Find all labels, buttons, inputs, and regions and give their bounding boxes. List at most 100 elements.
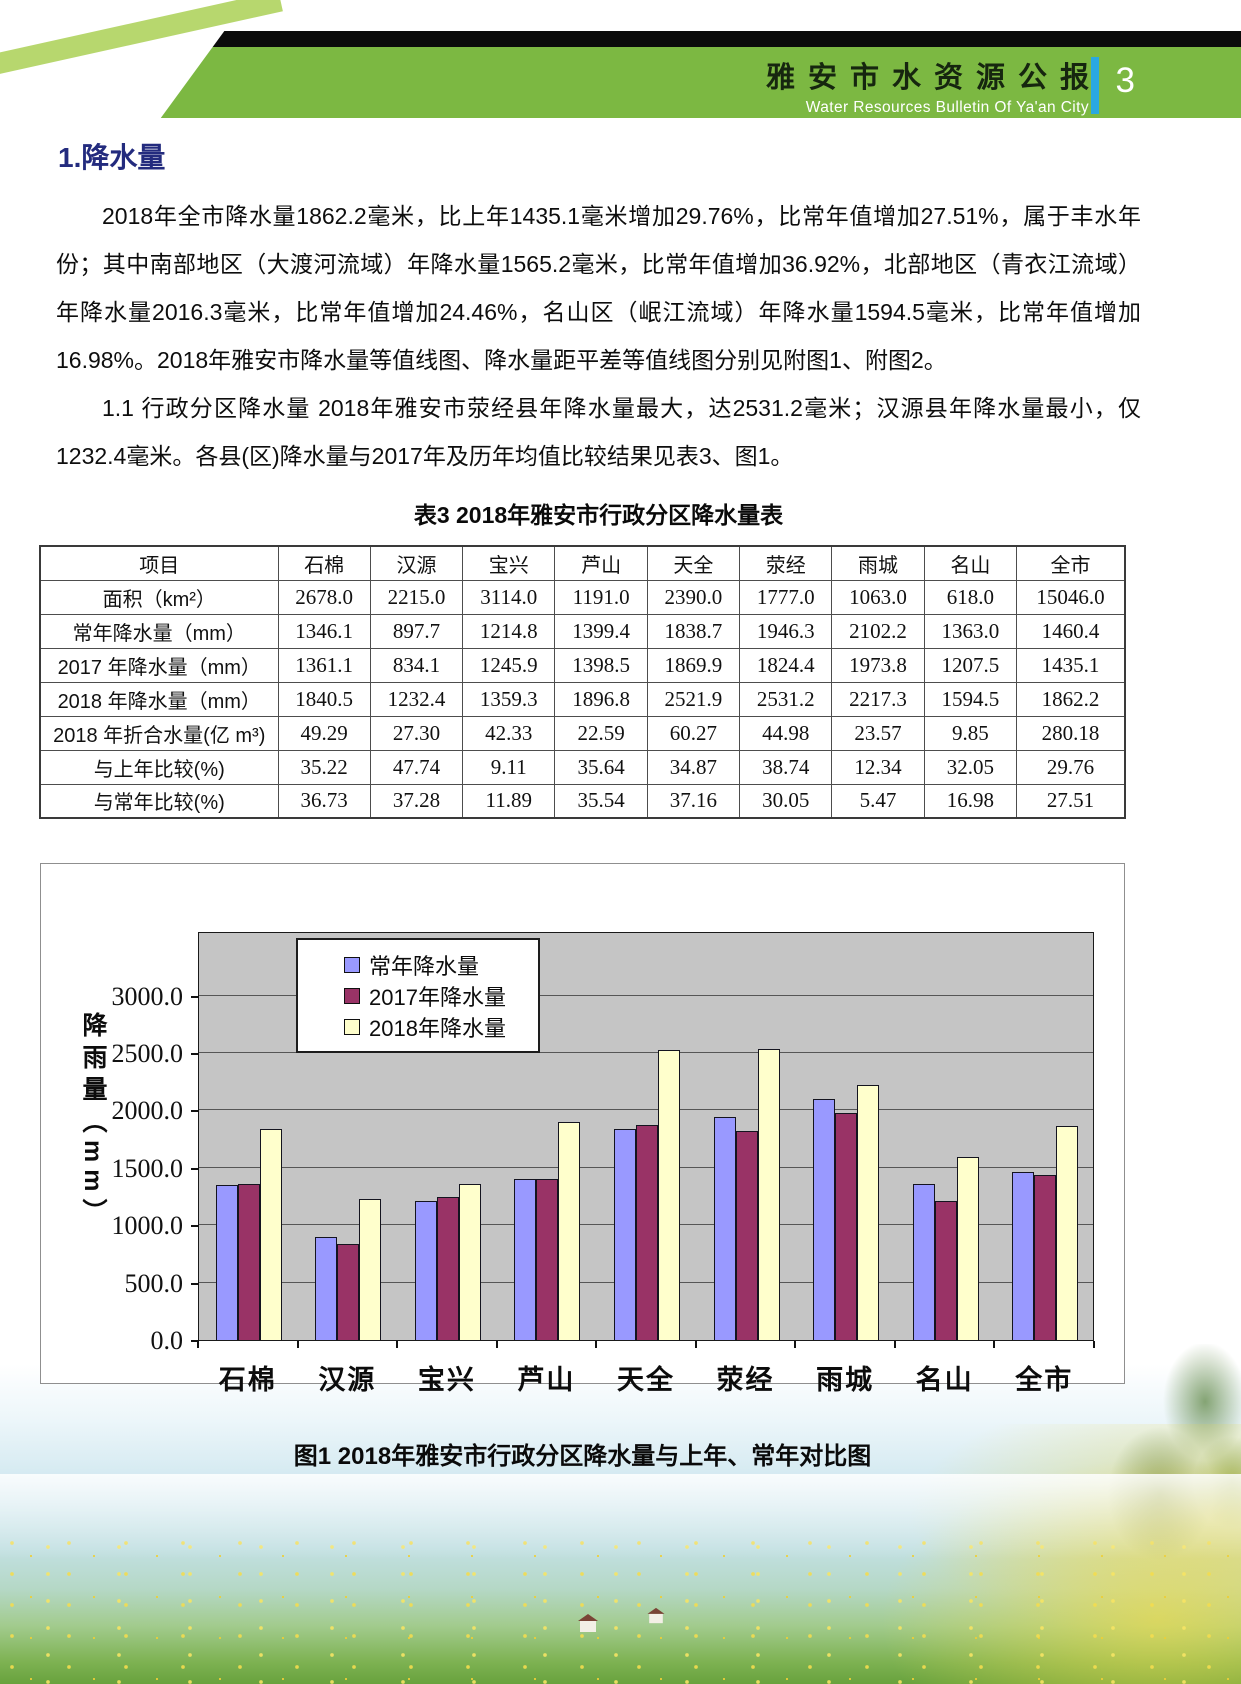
table-column-header: 名山 [923, 545, 1018, 581]
table-cell: 60.27 [646, 715, 741, 751]
farm-house [647, 1607, 665, 1624]
fog-band [0, 1474, 1241, 1559]
figure-caption: 图1 2018年雅安市行政分区降水量与上年、常年对比图 [293, 1443, 872, 1470]
table-cell: 1973.8 [831, 647, 925, 683]
table-cell: 35.54 [554, 783, 648, 819]
table-cell: 2531.2 [739, 681, 833, 717]
table-cell: 1361.1 [277, 647, 371, 683]
table-cell: 16.98 [923, 783, 1018, 819]
bar-2018年降水量-宝兴 [459, 1184, 481, 1340]
precip-table: 项目 石棉 汉源 宝兴 芦山 天全 荥经 雨城 名山 全市 面积（km²） 2678.0 2215.0… [39, 545, 1126, 819]
table-row-label: 2018 年降水量（mm） [39, 681, 279, 717]
table-cell: 1207.5 [923, 647, 1018, 683]
x-category-label: 芦山 [517, 1365, 576, 1395]
chart-legend: 常年降水量 2017年降水量 2018年降水量 [296, 938, 540, 1053]
table-cell: 1346.1 [277, 613, 371, 649]
table-row: 常年降水量（mm） 1346.1 897.7 1214.8 1399.4 1838.7 19… [39, 613, 1126, 649]
bar-2018年降水量-芦山 [558, 1122, 580, 1340]
table-cell: 1245.9 [462, 647, 556, 683]
x-tick-mark [396, 1341, 399, 1348]
table-cell: 27.30 [369, 715, 464, 751]
flower-speckles [0, 1534, 1241, 1684]
table-cell: 34.87 [646, 749, 741, 785]
farm-house [578, 1614, 598, 1632]
table-cell: 12.34 [831, 749, 925, 785]
x-category-label: 宝兴 [417, 1365, 476, 1395]
y-tick-mark [191, 995, 199, 998]
bar-常年降水量-宝兴 [415, 1201, 437, 1340]
table-row: 与常年比较(%) 36.73 37.28 11.89 35.54 37.16 30.05 5.… [39, 783, 1126, 819]
table-cell: 5.47 [831, 783, 925, 819]
table-cell: 9.85 [923, 715, 1018, 751]
table-column-header: 全市 [1016, 545, 1126, 581]
bar-常年降水量-芦山 [514, 1179, 536, 1340]
table-cell: 38.74 [739, 749, 833, 785]
table-cell: 1435.1 [1016, 647, 1126, 683]
table-column-header: 汉源 [369, 545, 464, 581]
table-cell: 32.05 [923, 749, 1018, 785]
page-number-divider [1091, 57, 1099, 114]
bar-常年降水量-全市 [1012, 1172, 1034, 1340]
y-tick-label: 0.0 [150, 1326, 184, 1355]
bar-2018年降水量-全市 [1056, 1126, 1078, 1340]
table-cell: 1191.0 [554, 579, 648, 615]
table-cell: 36.73 [277, 783, 371, 819]
y-tick-label: 1500.0 [111, 1153, 184, 1183]
legend-label: 2018年降水量 [369, 1015, 506, 1041]
paragraph-subsection: 1.1 行政分区降水量 2018年雅安市荥经县年降水量最大，达2531.2毫米；… [56, 395, 1141, 469]
legend-label: 常年降水量 [369, 953, 480, 979]
x-category-label: 石棉 [218, 1365, 277, 1395]
table-row-label: 2017 年降水量（mm） [39, 647, 279, 683]
legend-item: 2017年降水量 [344, 980, 538, 1011]
bar-2017年降水量-荥经 [736, 1131, 758, 1340]
table-cell: 1214.8 [462, 613, 556, 649]
bulletin-title-block: 雅安市水资源公报 Water Resources Bulletin Of Ya'… [766, 54, 1089, 122]
table-cell: 35.22 [277, 749, 371, 785]
table-row: 2018 年降水量（mm） 1840.5 1232.4 1359.3 1896.8 252… [39, 681, 1126, 717]
bar-常年降水量-石棉 [216, 1185, 238, 1340]
x-category-label: 天全 [616, 1365, 675, 1395]
x-tick-mark [694, 1341, 697, 1348]
bar-常年降水量-荥经 [714, 1117, 736, 1340]
table-row-label: 与上年比较(%) [39, 749, 279, 785]
bar-2018年降水量-汉源 [359, 1199, 381, 1340]
table-cell: 35.64 [554, 749, 648, 785]
y-tick-mark [191, 1110, 199, 1113]
bar-2018年降水量-名山 [957, 1157, 979, 1340]
table-cell: 897.7 [369, 613, 464, 649]
table-cell: 2217.3 [831, 681, 925, 717]
table-cell: 1359.3 [462, 681, 556, 717]
table-header-row: 项目 石棉 汉源 宝兴 芦山 天全 荥经 雨城 名山 全市 [39, 545, 1126, 581]
x-tick-mark [595, 1341, 598, 1348]
table-cell: 22.59 [554, 715, 648, 751]
table-cell: 37.28 [369, 783, 464, 819]
table-cell: 1869.9 [646, 647, 741, 683]
table-row: 面积（km²） 2678.0 2215.0 3114.0 1191.0 2390.0 177… [39, 579, 1126, 615]
y-tick-label: 2500.0 [111, 1039, 184, 1068]
legend-label: 2017年降水量 [369, 984, 506, 1010]
bar-2017年降水量-宝兴 [437, 1197, 459, 1340]
table-row-label: 常年降水量（mm） [39, 613, 279, 649]
bar-2018年降水量-雨城 [857, 1085, 879, 1340]
y-axis-title: 降雨量（mm） [79, 1012, 107, 1231]
table-cell: 2215.0 [369, 579, 464, 615]
table-cell: 1398.5 [554, 647, 648, 683]
y-tick-mark [191, 1053, 199, 1055]
table-cell: 42.33 [462, 715, 556, 751]
bar-2018年降水量-石棉 [260, 1129, 282, 1340]
bar-2017年降水量-天全 [636, 1125, 658, 1340]
table-cell: 2521.9 [646, 681, 741, 717]
legend-item: 2018年降水量 [344, 1011, 538, 1042]
page-content: 1.降水量 2018年全市降水量1862.2毫米，比上年1435.1毫米增加29… [39, 136, 1141, 1471]
bar-常年降水量-名山 [913, 1184, 935, 1340]
table-cell: 47.74 [369, 749, 464, 785]
y-tick-label: 2000.0 [111, 1096, 184, 1126]
table-cell: 834.1 [369, 647, 464, 683]
bar-2017年降水量-芦山 [536, 1179, 558, 1340]
table-cell: 1862.2 [1016, 681, 1126, 717]
table-cell: 2102.2 [831, 613, 925, 649]
table-cell: 15046.0 [1016, 579, 1126, 615]
legend-item: 常年降水量 [344, 949, 538, 980]
bar-2017年降水量-汉源 [337, 1244, 359, 1340]
table-cell: 2678.0 [277, 579, 371, 615]
